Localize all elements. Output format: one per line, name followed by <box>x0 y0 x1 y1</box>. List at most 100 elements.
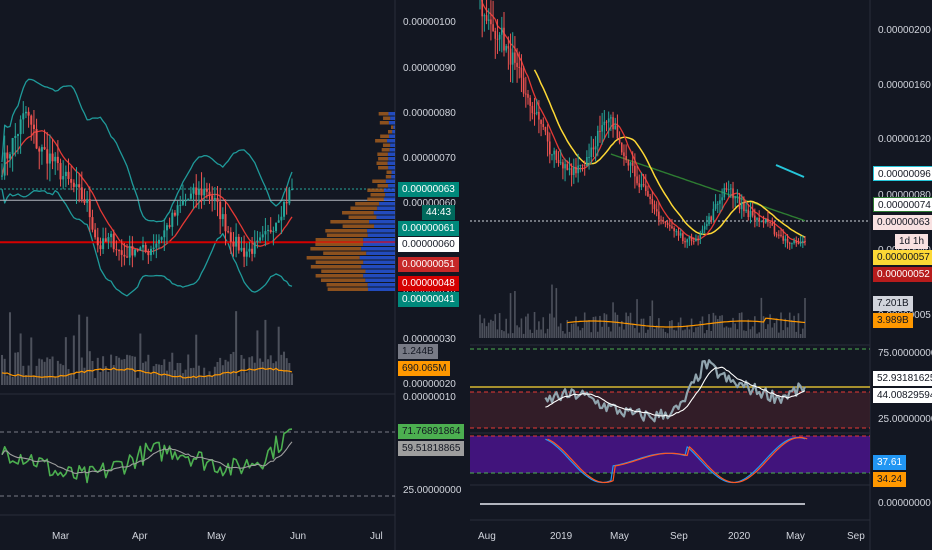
candle-body <box>110 233 113 238</box>
candle-body <box>714 204 717 209</box>
volume-bar <box>775 318 778 338</box>
volume-bar <box>40 359 43 385</box>
candle-body <box>221 214 224 220</box>
volume-bar <box>144 361 147 385</box>
candle-body <box>88 199 91 218</box>
volume-bar <box>551 284 553 338</box>
candle-body <box>176 205 179 216</box>
candle-body <box>599 130 601 132</box>
volume-profile-bar <box>361 265 395 269</box>
volume-bar <box>94 378 97 385</box>
volume-bar <box>542 317 545 338</box>
candle-body <box>163 230 166 238</box>
rsi-line <box>544 359 806 423</box>
candle-body <box>187 198 190 201</box>
volume-bar <box>535 329 538 338</box>
candle-body <box>70 178 73 183</box>
candle-body <box>134 249 137 256</box>
volume-bar <box>64 337 67 385</box>
price-tag: 0.00000063 <box>873 215 932 230</box>
volume-bar <box>520 318 523 338</box>
candle-body <box>211 195 214 200</box>
candle-body <box>614 125 617 130</box>
candle-body <box>91 217 94 230</box>
candle-body <box>686 239 689 243</box>
candle-body <box>640 184 643 188</box>
volume-bar <box>625 312 627 338</box>
volume-bar <box>291 373 293 385</box>
volume-bar <box>272 363 275 385</box>
candle-body <box>168 225 171 227</box>
candle-body <box>275 222 278 232</box>
volume-bar <box>588 320 590 338</box>
time-axis-label: Mar <box>52 531 70 542</box>
price-axis-label: 0.00000020 <box>403 379 456 390</box>
candle-body <box>142 244 145 248</box>
volume-bar <box>533 312 536 338</box>
volume-bar <box>529 329 531 338</box>
volume-profile-bar <box>390 116 395 120</box>
candle-body <box>557 159 560 163</box>
volume-bar <box>232 351 235 385</box>
volume-profile-bar <box>386 170 392 174</box>
volume-bar <box>197 365 200 385</box>
candle-body <box>35 129 38 149</box>
candle-body <box>248 248 251 252</box>
candle-body <box>607 118 610 123</box>
candle-body <box>219 201 222 220</box>
candle-body <box>147 251 150 256</box>
candle-body <box>62 176 65 180</box>
candle-body <box>251 248 254 254</box>
volume-bar <box>760 297 763 338</box>
volume-profile-bar <box>388 112 395 116</box>
volume-profile-bar <box>385 175 392 179</box>
volume-profile-bar <box>391 175 395 179</box>
volume-profile-bar <box>377 206 395 210</box>
candle-body <box>165 225 168 231</box>
candle-body <box>498 34 501 40</box>
volume-bar <box>38 358 41 385</box>
time-axis-label: May <box>207 531 226 542</box>
candle-body <box>509 48 512 65</box>
rsi-line <box>1 428 293 484</box>
volume-bar <box>577 326 579 338</box>
candle-body <box>797 243 800 245</box>
volume-profile-bar <box>388 121 395 125</box>
candle-body <box>67 171 70 179</box>
volume-bar <box>751 326 754 338</box>
volume-bar <box>112 365 115 385</box>
candle-body <box>112 233 115 250</box>
volume-bar <box>75 378 78 385</box>
candle-body <box>723 188 726 198</box>
candle-body <box>179 204 182 206</box>
volume-bar <box>213 366 216 385</box>
volume-profile-bar <box>393 125 395 129</box>
volume-bar <box>211 375 214 385</box>
candle-body <box>269 229 272 233</box>
volume-bar <box>283 351 286 385</box>
candle-body <box>136 249 139 251</box>
candle-body <box>588 156 590 158</box>
candle-body <box>712 208 715 221</box>
candle-body <box>760 220 763 222</box>
candle-body <box>75 184 78 187</box>
volume-bar <box>562 331 564 338</box>
candle-body <box>99 245 102 250</box>
candle-body <box>566 164 569 170</box>
volume-bar <box>586 320 588 338</box>
volume-bar <box>651 300 654 338</box>
volume-profile-bar <box>363 242 395 246</box>
volume-profile-bar <box>367 283 395 287</box>
volume-bar <box>163 359 166 385</box>
volume-bar <box>221 365 224 385</box>
candle-body <box>690 236 693 242</box>
volume-bar <box>618 326 621 338</box>
volume-bar <box>668 320 671 338</box>
volume-bar <box>679 317 682 338</box>
volume-bar <box>70 373 73 385</box>
volume-bar <box>727 327 730 338</box>
volume-bar <box>583 312 586 338</box>
candle-body <box>227 231 230 233</box>
candle-body <box>675 231 678 233</box>
